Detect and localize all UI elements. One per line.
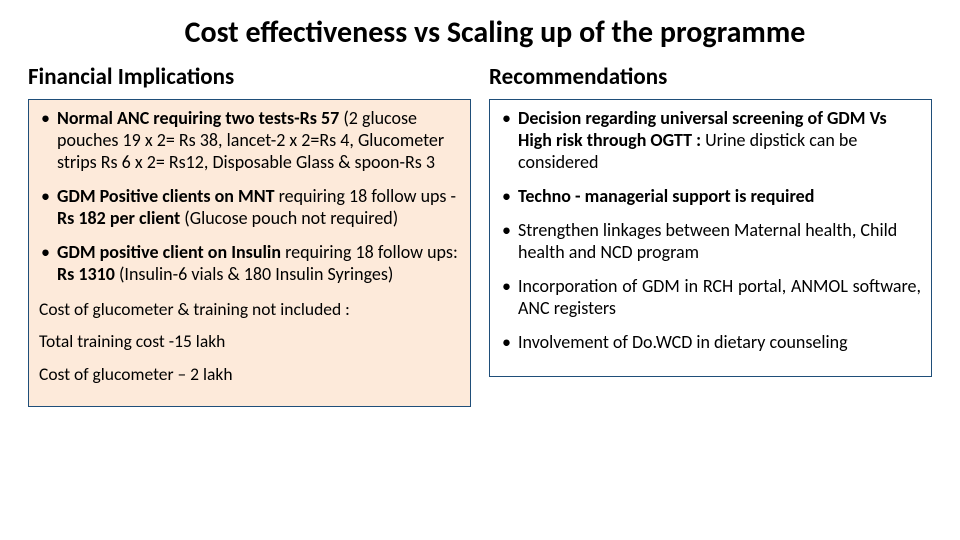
left-column: Financial Implications Normal ANC requir…	[28, 63, 471, 407]
slide: Cost effectiveness vs Scaling up of the …	[0, 0, 960, 540]
bullet-mid: requiring 18 follow ups:	[285, 241, 458, 263]
bullet-lead: GDM Positive clients on MNT	[57, 185, 279, 207]
list-item: Decision regarding universal screening o…	[500, 108, 921, 174]
right-heading: Recommendations	[489, 63, 932, 91]
left-box: Normal ANC requiring two tests-Rs 57 (2 …	[28, 99, 471, 407]
footnote-line: Cost of glucometer & training not includ…	[39, 298, 460, 321]
list-item: Normal ANC requiring two tests-Rs 57 (2 …	[39, 108, 460, 174]
right-box: Decision regarding universal screening o…	[489, 99, 932, 377]
bullet-text: Strengthen linkages between Maternal hea…	[518, 219, 897, 263]
footnote-line: Cost of glucometer – 2 lakh	[39, 363, 460, 386]
columns: Financial Implications Normal ANC requir…	[28, 63, 932, 407]
bullet-lead: Techno - managerial support is required	[518, 185, 814, 207]
list-item: Involvement of Do.WCD in dietary counsel…	[500, 332, 921, 354]
right-column: Recommendations Decision regarding unive…	[489, 63, 932, 407]
list-item: Incorporation of GDM in RCH portal, ANMO…	[500, 276, 921, 320]
left-footnotes: Cost of glucometer & training not includ…	[39, 298, 460, 386]
list-item: Techno - managerial support is required	[500, 186, 921, 208]
left-heading: Financial Implications	[28, 63, 471, 91]
left-bullets: Normal ANC requiring two tests-Rs 57 (2 …	[39, 108, 460, 286]
bullet-text: Incorporation of GDM in RCH portal, ANMO…	[518, 275, 921, 319]
bullet-lead: Normal ANC requiring two tests-Rs 57	[57, 107, 339, 129]
list-item: GDM Positive clients on MNT requiring 18…	[39, 186, 460, 230]
slide-title: Cost effectiveness vs Scaling up of the …	[28, 14, 932, 51]
list-item: Strengthen linkages between Maternal hea…	[500, 220, 921, 264]
list-item: GDM positive client on Insulin requiring…	[39, 242, 460, 286]
bullet-text: Involvement of Do.WCD in dietary counsel…	[518, 331, 848, 353]
right-bullets: Decision regarding universal screening o…	[500, 108, 921, 354]
bullet-rest: (Insulin-6 vials & 180 Insulin Syringes)	[115, 263, 393, 285]
bullet-lead: GDM positive client on Insulin	[57, 241, 285, 263]
bullet-lead2: Rs 1310	[57, 263, 115, 285]
bullet-mid: requiring 18 follow ups -	[279, 185, 456, 207]
bullet-rest: (Glucose pouch not required)	[180, 207, 398, 229]
bullet-lead2: Rs 182 per client	[57, 207, 180, 229]
footnote-line: Total training cost -15 lakh	[39, 330, 460, 353]
